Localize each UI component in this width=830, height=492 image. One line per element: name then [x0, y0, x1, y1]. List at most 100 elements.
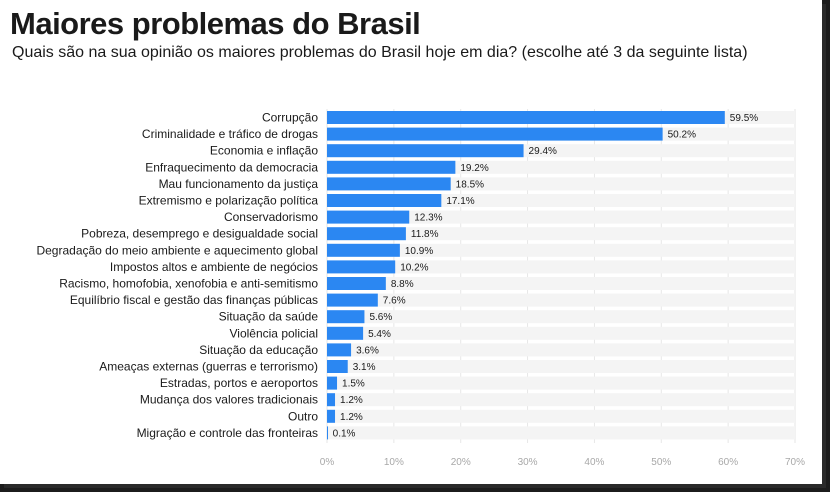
bar-track [327, 260, 795, 274]
bar-row: Violência policial 5.4% [230, 326, 795, 340]
bar-row: Degradação do meio ambiente e aqueciment… [36, 243, 795, 257]
bar [327, 277, 386, 290]
category-label: Conservadorismo [224, 210, 318, 224]
value-label: 0.1% [333, 428, 356, 439]
bar-row: Criminalidade e tráfico de drogas 50.2% [142, 127, 795, 141]
bar [327, 393, 336, 407]
bar [327, 210, 410, 224]
bar-track [327, 360, 795, 373]
bar-track [327, 227, 795, 241]
bar-row: Extremismo e polarização política 17.1% [139, 194, 795, 208]
bar-row: Situação da saúde 5.6% [219, 310, 795, 324]
bar [327, 409, 336, 423]
category-label: Impostos altos e ambiente de negócios [110, 260, 318, 274]
value-label: 29.4% [529, 146, 557, 157]
category-label: Enfraquecimento da democracia [145, 160, 318, 174]
bar-track [327, 293, 795, 307]
value-label: 19.2% [460, 163, 488, 174]
x-tick-label: 40% [584, 457, 604, 468]
value-label: 10.9% [405, 246, 433, 257]
category-label: Outro [288, 409, 318, 423]
category-label: Equilíbrio fiscal e gestão das finanças … [70, 293, 318, 307]
bar [327, 426, 328, 440]
bar-row: Enfraquecimento da democracia 19.2% [145, 160, 795, 174]
bar-track [327, 393, 795, 407]
bar [327, 127, 663, 141]
chart-subtitle: Quais são na sua opinião os maiores prob… [12, 44, 748, 61]
category-label: Mudança dos valores tradicionais [140, 393, 318, 407]
value-label: 12.3% [414, 213, 442, 224]
bar-row: Conservadorismo 12.3% [224, 210, 795, 224]
bar-row: Mudança dos valores tradicionais 1.2% [140, 393, 795, 407]
category-label: Situação da saúde [219, 310, 319, 324]
value-label: 18.5% [456, 179, 484, 190]
category-label: Corrupção [262, 111, 318, 125]
bar-track [327, 409, 795, 423]
bar-row: Outro 1.2% [288, 409, 795, 423]
category-label: Estradas, portos e aeroportos [160, 376, 318, 390]
value-label: 7.6% [383, 296, 406, 307]
value-label: 5.4% [368, 329, 391, 340]
bar-track [327, 243, 795, 257]
bar-row: Equilíbrio fiscal e gestão das finanças … [70, 293, 795, 307]
bar-row: Impostos altos e ambiente de negócios 10.… [110, 260, 795, 274]
category-label: Degradação do meio ambiente e aqueciment… [36, 243, 318, 257]
x-axis-ticks: 0% 10% 20% 30% 40% 50% 60% 70% [320, 457, 805, 468]
bar-track [327, 326, 795, 340]
bar-track [327, 194, 795, 207]
chart-title: Maiores problemas do Brasil [10, 6, 421, 41]
bar-track [327, 210, 795, 224]
value-label: 10.2% [400, 262, 428, 273]
category-label: Ameaças externas (guerras e terrorismo) [99, 360, 318, 374]
category-label: Criminalidade e tráfico de drogas [142, 127, 318, 141]
gridlines [326, 109, 796, 443]
x-tick-label: 0% [320, 457, 335, 468]
value-label: 50.2% [668, 130, 696, 141]
value-label: 1.2% [340, 395, 363, 406]
x-tick-label: 60% [718, 457, 738, 468]
category-label: Migração e controle das fronteiras [137, 426, 318, 440]
bar-row: Mau funcionamento da justiça 18.5% [159, 177, 795, 191]
bar-row: Ameaças externas (guerras e terrorismo) 3… [99, 360, 795, 374]
bar-row: Estradas, portos e aeroportos 1.5% [160, 376, 795, 390]
value-label: 1.5% [342, 379, 365, 390]
category-label: Situação da educação [199, 343, 318, 357]
category-label: Violência policial [230, 326, 319, 340]
category-label: Pobreza, desemprego e desigualdade socia… [81, 227, 318, 241]
bar-track [327, 277, 795, 290]
value-label: 1.2% [340, 412, 363, 423]
bar [327, 260, 396, 274]
bar [327, 177, 451, 191]
bar [327, 360, 348, 373]
bar-row: Migração e controle das fronteiras 0.1% [137, 426, 795, 440]
bar-track [327, 426, 795, 440]
bar [327, 310, 365, 324]
category-label: Mau funcionamento da justiça [159, 177, 319, 191]
bar-track [327, 343, 795, 357]
category-label: Economia e inflação [210, 144, 318, 158]
category-label: Extremismo e polarização política [139, 194, 319, 208]
bar-track [327, 376, 795, 390]
value-label: 3.1% [353, 362, 376, 373]
category-label: Racismo, homofobia, xenofobia e anti-sem… [59, 277, 318, 291]
value-label: 17.1% [446, 196, 474, 207]
bar [327, 343, 352, 357]
bar [327, 326, 364, 340]
value-label: 59.5% [730, 113, 758, 124]
x-tick-label: 50% [651, 457, 671, 468]
bar-track [327, 310, 795, 324]
bar [327, 111, 725, 124]
bar-row: Economia e inflação 29.4% [210, 144, 795, 158]
bar [327, 243, 400, 257]
x-tick-label: 30% [518, 457, 538, 468]
x-tick-label: 20% [451, 457, 471, 468]
bar-row: Situação da educação 3.6% [199, 343, 795, 357]
value-label: 11.8% [411, 229, 439, 240]
bar [327, 144, 524, 158]
x-tick-label: 10% [384, 457, 404, 468]
bar-row: Corrupção 59.5% [262, 111, 795, 125]
bar [327, 376, 338, 390]
bar [327, 160, 456, 174]
bar-row: Pobreza, desemprego e desigualdade socia… [81, 227, 795, 241]
